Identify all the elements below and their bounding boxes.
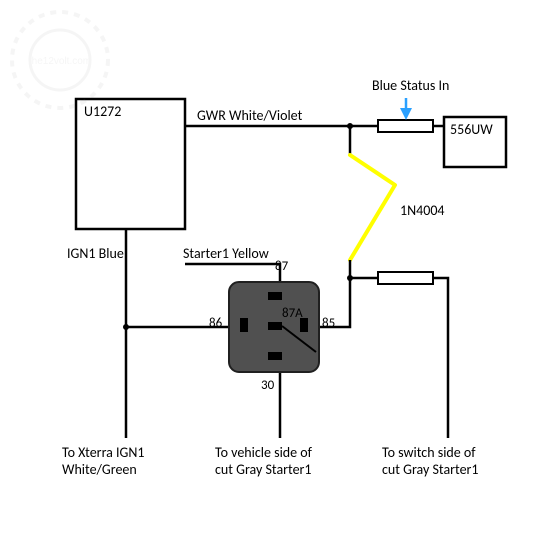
- label-to-switch: To switch side of cut Gray Starter1: [382, 445, 479, 479]
- label-gwr: GWR White/Violet: [197, 108, 302, 125]
- label-556uw: 556UW: [450, 122, 493, 139]
- node-diode-bottom: [347, 275, 353, 281]
- label-u1272: U1272: [84, 104, 121, 121]
- label-to-ign1: To Xterra IGN1 White/Green: [62, 445, 145, 479]
- wire-fuse2-right: [433, 278, 448, 438]
- diode-1n4004: [350, 155, 395, 260]
- node-gwr-tap: [347, 123, 353, 129]
- pin-87a: 87A: [282, 306, 303, 321]
- node-ign1-branch: [123, 324, 129, 330]
- fuse-1: [378, 120, 433, 132]
- fuse-2: [378, 272, 433, 284]
- label-ign1-blue: IGN1 Blue: [67, 246, 124, 263]
- arrow-blue-status: [400, 98, 412, 120]
- wire-starter1: [185, 264, 280, 282]
- pin-86: 86: [209, 316, 222, 331]
- label-to-vehicle: To vehicle side of cut Gray Starter1: [215, 445, 312, 479]
- pin-30: 30: [261, 378, 274, 393]
- pin-87: 87: [275, 259, 288, 274]
- label-starter1: Starter1 Yellow: [183, 246, 269, 263]
- pin-85: 85: [322, 316, 335, 331]
- label-blue-status: Blue Status In: [372, 78, 449, 95]
- label-1n4004: 1N4004: [400, 203, 445, 220]
- relay: [229, 282, 319, 372]
